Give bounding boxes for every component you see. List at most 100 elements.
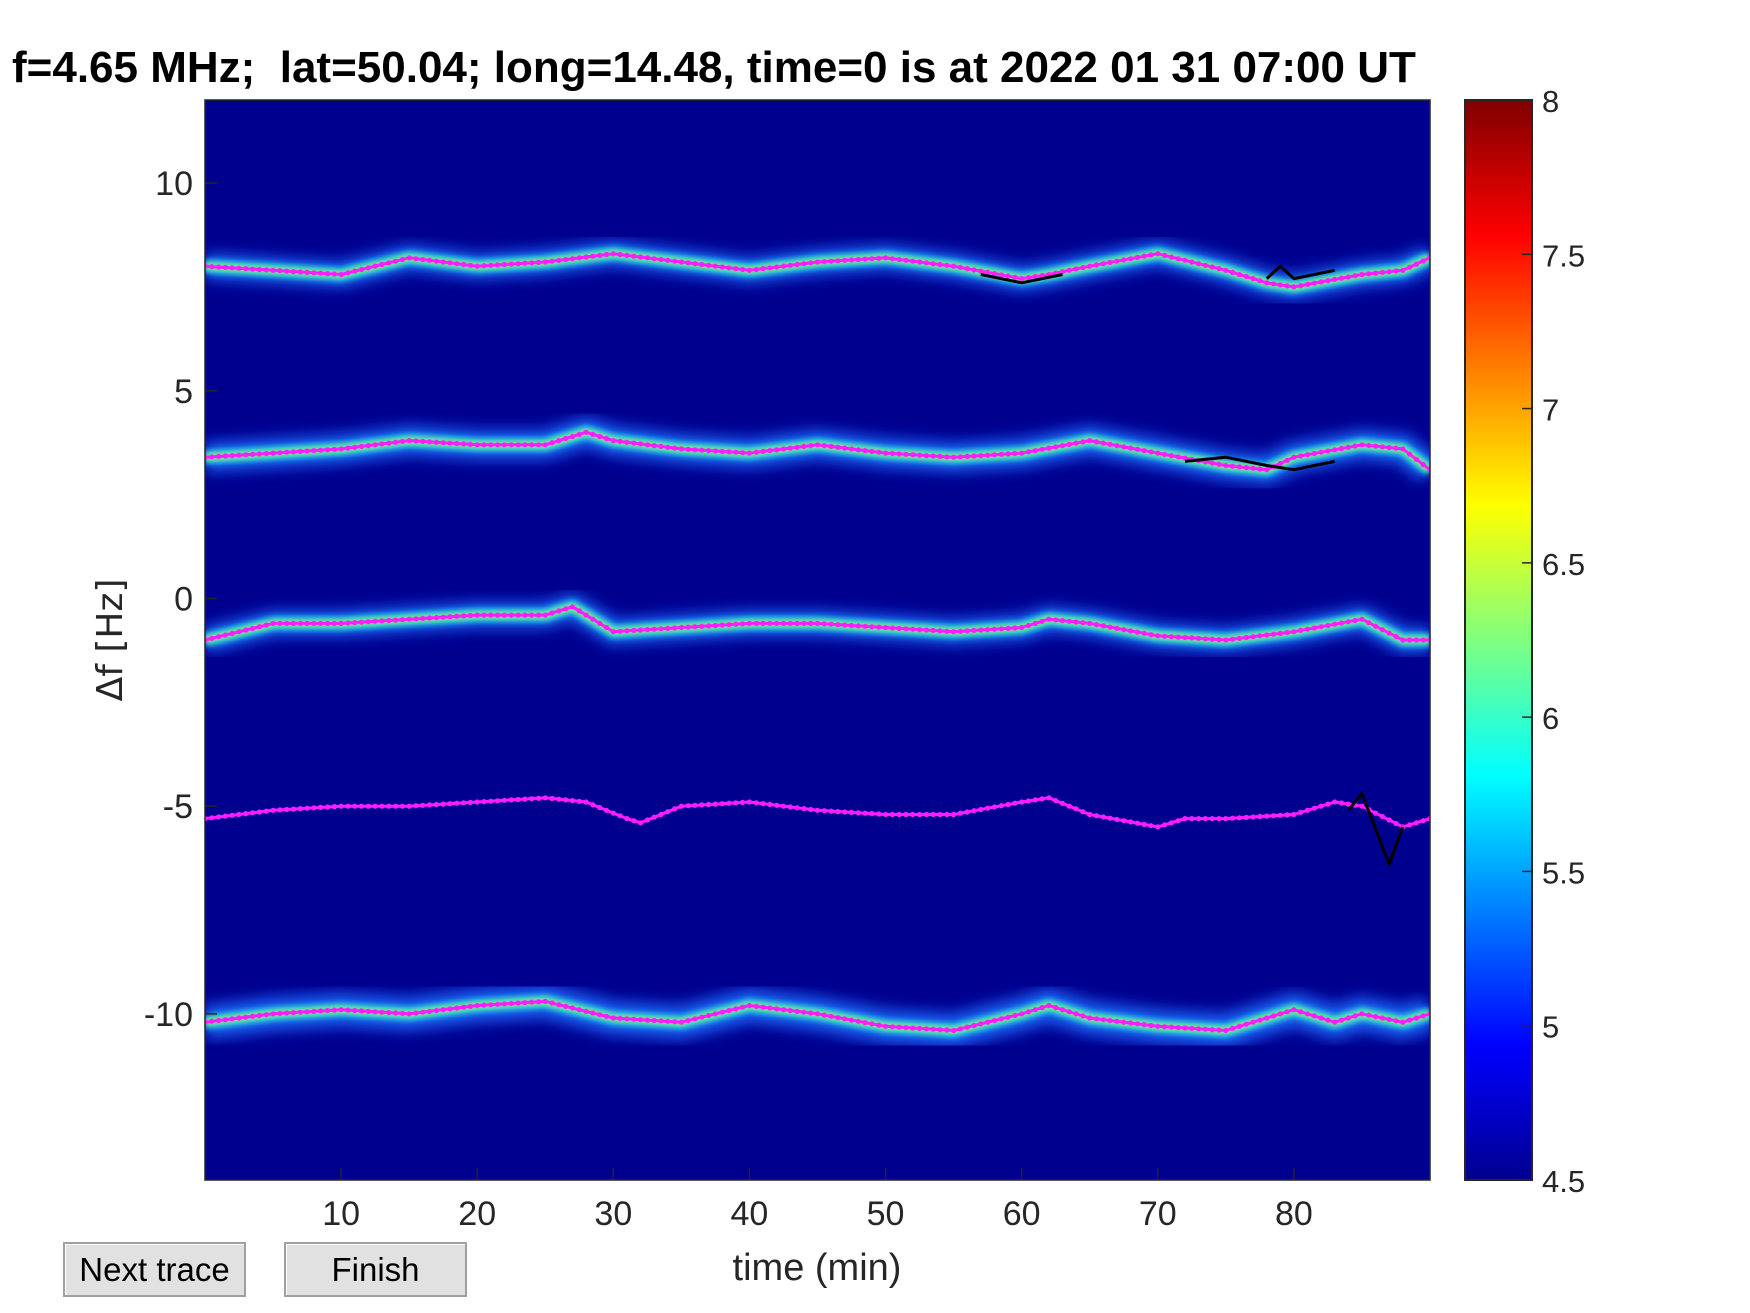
trace-point [270, 450, 276, 456]
trace-point [1359, 803, 1365, 809]
trace-point [814, 620, 821, 627]
trace-point [1182, 634, 1188, 641]
trace-point [1162, 633, 1168, 639]
trace-point [1311, 805, 1317, 811]
trace-point [876, 449, 882, 455]
trace-point [1107, 1017, 1113, 1024]
trace-point [501, 797, 507, 803]
trace-point [746, 267, 753, 273]
trace-point [1332, 799, 1338, 805]
trace-point [413, 1010, 419, 1016]
colorbar-tick-label: 5.5 [1542, 855, 1585, 890]
trace-point [896, 811, 902, 818]
trace-point [985, 1019, 991, 1025]
trace-point [1202, 1026, 1208, 1032]
trace-point [345, 620, 351, 626]
trace-point [794, 1008, 800, 1015]
trace-point [440, 801, 446, 807]
trace-point [399, 617, 405, 623]
trace-point [481, 263, 487, 269]
next-trace-button[interactable]: Next trace [63, 1242, 246, 1297]
trace-point [678, 1019, 685, 1025]
trace-point [644, 627, 651, 633]
trace-point [433, 258, 439, 264]
trace-point [440, 1007, 446, 1013]
trace-point [549, 610, 555, 616]
trace-point [1373, 443, 1379, 449]
trace-point [951, 1027, 957, 1034]
trace-point [828, 621, 834, 627]
trace-point [760, 448, 766, 454]
trace-point [1304, 1011, 1311, 1017]
trace-point [740, 450, 746, 456]
finish-button[interactable]: Finish [284, 1242, 467, 1297]
trace-point [542, 442, 548, 448]
trace-point [903, 451, 909, 457]
colorbar-tick-label: 6 [1542, 701, 1559, 736]
trace-point [1039, 796, 1045, 802]
trace-point [1291, 284, 1297, 290]
trace-point [386, 260, 392, 266]
trace-point [1121, 1019, 1127, 1025]
trace-point [216, 453, 222, 459]
trace-point [1148, 1022, 1154, 1029]
colorbar-tick-label: 5 [1542, 1010, 1559, 1045]
trace-point [1264, 632, 1270, 638]
trace-point [1284, 812, 1290, 818]
trace-point [1087, 620, 1093, 627]
trace-point [1236, 464, 1242, 470]
trace-point [569, 798, 576, 804]
trace-point [1025, 449, 1032, 455]
trace-point [1393, 445, 1399, 451]
trace-point [386, 1010, 392, 1016]
trace-point [1080, 809, 1086, 815]
trace-point [297, 620, 303, 627]
trace-point [1345, 274, 1351, 280]
trace-point [290, 620, 297, 627]
trace-point [617, 813, 623, 819]
trace-point [427, 802, 433, 808]
x-tick-label: 10 [322, 1195, 360, 1233]
trace-point [610, 438, 616, 444]
trace-point [828, 443, 834, 449]
trace-point [610, 251, 616, 257]
trace-point [1080, 264, 1086, 271]
trace-point [991, 452, 998, 458]
trace-point [658, 811, 664, 818]
trace-point [406, 255, 412, 261]
trace-point [1005, 451, 1011, 457]
trace-point [270, 620, 276, 627]
trace-point [1379, 444, 1385, 450]
trace-point [930, 1026, 936, 1032]
trace-point [1325, 622, 1331, 629]
trace-point [433, 1007, 439, 1014]
trace-point [229, 630, 235, 637]
trace-point [814, 807, 821, 813]
trace-point [290, 806, 297, 812]
trace-point [617, 438, 623, 444]
trace-point [427, 257, 433, 263]
trace-point [365, 619, 371, 625]
trace-point [399, 803, 405, 809]
trace-point [1032, 620, 1038, 627]
trace-point [229, 453, 235, 459]
trace-point [515, 261, 521, 267]
trace-point [304, 1009, 310, 1015]
trace-point [672, 625, 678, 631]
trace-point [1134, 446, 1140, 452]
trace-point [665, 257, 671, 263]
trace-point [1366, 271, 1372, 277]
trace-point [1311, 280, 1317, 286]
trace-point [706, 1012, 712, 1019]
trace-point [556, 796, 562, 802]
trace-point [372, 442, 378, 448]
trace-point [420, 802, 426, 808]
trace-point [569, 604, 576, 610]
trace-point [590, 253, 596, 259]
trace-point [753, 266, 759, 273]
trace-point [501, 1001, 507, 1007]
trace-point [1338, 620, 1345, 626]
trace-point [848, 257, 855, 263]
x-axis: 10 20 30 40 50 60 70 80 [322, 1168, 1313, 1233]
trace-point [1168, 254, 1174, 260]
